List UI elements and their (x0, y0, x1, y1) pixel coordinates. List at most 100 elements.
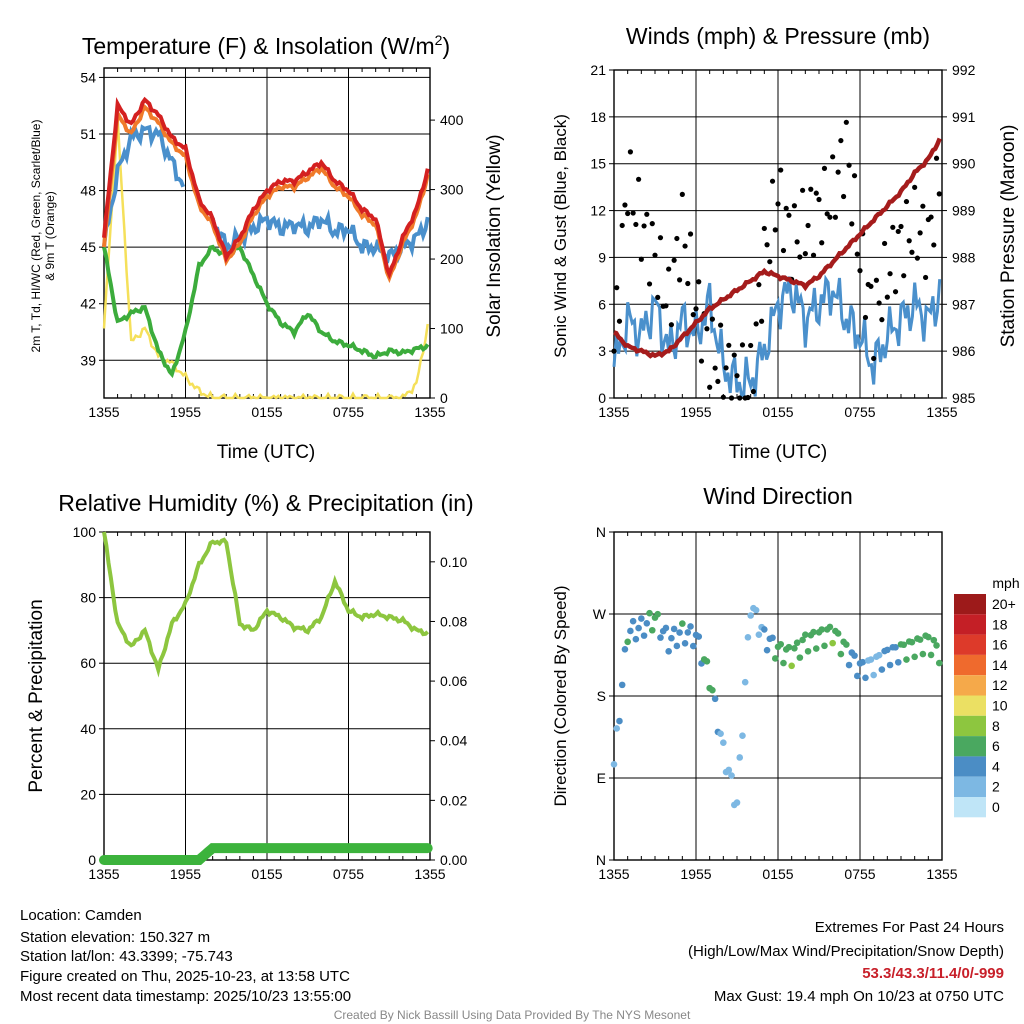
gust-point (750, 388, 757, 395)
extremes-subtitle: (High/Low/Max Wind/Precipitation/Snow De… (688, 943, 1004, 960)
direction-point (703, 658, 711, 665)
gust-point (797, 254, 803, 260)
y-tick-label-left: 0 (88, 852, 96, 868)
y-tick-label-right: 0.08 (440, 613, 467, 629)
y-tick-label-left: N (596, 524, 606, 540)
gust-point (611, 348, 617, 354)
direction-point (695, 633, 703, 640)
gust-point (739, 342, 746, 348)
gust-point (674, 235, 680, 242)
x-tick-label: 0155 (251, 866, 282, 882)
gust-point (761, 225, 767, 232)
gust-point (690, 312, 696, 318)
gust-point (933, 155, 940, 161)
gust-point (841, 193, 847, 200)
gust-point (764, 242, 770, 248)
gust-point (887, 271, 893, 277)
gust-point (619, 222, 625, 229)
x-tick-label: 0755 (844, 866, 875, 882)
direction-point (632, 635, 640, 643)
y-tick-label-right: 990 (952, 156, 976, 172)
credit-text: Created By Nick Bassill Using Data Provi… (333, 1008, 691, 1022)
gust-point (759, 318, 765, 324)
gust-point (879, 317, 885, 323)
legend-label: 14 (992, 657, 1008, 673)
gust-point (928, 214, 934, 220)
winds-title: Winds (mph) & Pressure (mb) (626, 23, 930, 49)
direction-point (621, 646, 629, 653)
gust-point (800, 187, 806, 193)
direction-point (720, 739, 727, 746)
x-tick-label: 1355 (414, 866, 445, 882)
gust-point (715, 378, 721, 385)
gust-point (633, 221, 639, 228)
x-tick-label: 1355 (598, 404, 629, 420)
y-tick-label-left: 48 (80, 183, 96, 199)
humidity-title: Relative Humidity (%) & Precipitation (i… (58, 490, 473, 516)
wind-direction-ylabel: Direction (Colored By Speed) (551, 585, 570, 806)
direction-point (802, 631, 809, 638)
gust-point (805, 222, 811, 229)
direction-point (804, 647, 812, 655)
direction-point (933, 642, 940, 649)
legend-swatch (954, 695, 986, 716)
gust-point (835, 169, 841, 175)
y-tick-label-right: 0.06 (440, 673, 467, 689)
gust-point (882, 240, 888, 247)
x-tick-label: 1355 (598, 866, 629, 882)
speed-legend: 20+ 18 16 14 12 10 8 6 4 2 0 (954, 594, 1016, 818)
gust-point (718, 322, 724, 328)
gust-point (892, 289, 899, 295)
y-tick-label-right: 0.00 (440, 852, 467, 868)
plot-frame (613, 69, 943, 399)
direction-point (903, 656, 910, 663)
direction-point (812, 645, 820, 652)
direction-point (668, 634, 675, 642)
gust-point (638, 256, 644, 262)
direction-point (862, 674, 869, 682)
gust-point (707, 384, 713, 390)
x-tick-label: 0155 (762, 866, 793, 882)
direction-point (763, 646, 771, 654)
y-tick-label-left: W (593, 606, 607, 622)
gust-point (923, 274, 929, 281)
gust-point (895, 228, 901, 235)
gust-point (748, 342, 754, 349)
x-tick-label: 0755 (844, 404, 875, 420)
precipitation-line (99, 843, 433, 865)
direction-point (627, 627, 634, 635)
y-tick-label-right: 100 (440, 321, 464, 337)
gust-point (649, 221, 655, 227)
winds-panel: Winds (mph) & Pressure (mb) Time (UTC) S… (551, 23, 1019, 463)
legend-label: 20+ (992, 596, 1016, 612)
gust-point (936, 191, 942, 197)
direction-point (900, 641, 908, 649)
y-tick-label-left: 60 (80, 655, 96, 671)
x-tick-label: 1955 (170, 404, 201, 420)
gust-point (778, 167, 784, 173)
winds-ylabel-left: Sonic Wind & Gust (Blue, Black) (551, 114, 570, 358)
direction-point (793, 639, 801, 647)
direction-point (755, 631, 763, 638)
y-tick-label-left: 54 (80, 69, 96, 85)
sonic-wind-line (612, 274, 942, 398)
gust-point (890, 224, 896, 230)
legend-swatch (954, 654, 986, 676)
humidity-panel: Relative Humidity (%) & Precipitation (i… (26, 490, 474, 882)
gust-point (614, 285, 620, 291)
y-tick-label-right: 985 (952, 390, 976, 406)
x-tick-label: 1355 (414, 404, 445, 420)
extremes-values: 53.3/43.3/11.4/0/-999 (862, 965, 1004, 982)
y-tick-label-right: 0.10 (440, 554, 467, 570)
legend-swatch (954, 634, 986, 655)
legend-swatch (954, 797, 986, 818)
gust-point (931, 242, 937, 248)
y-tick-label-left: 18 (590, 109, 606, 125)
y-tick-label-left: 0 (598, 390, 606, 406)
gust-point (903, 198, 910, 205)
legend-swatch (954, 715, 986, 737)
direction-point (709, 686, 716, 694)
x-tick-label: 1955 (170, 866, 201, 882)
gust-point (791, 203, 798, 209)
direction-point (829, 639, 836, 647)
